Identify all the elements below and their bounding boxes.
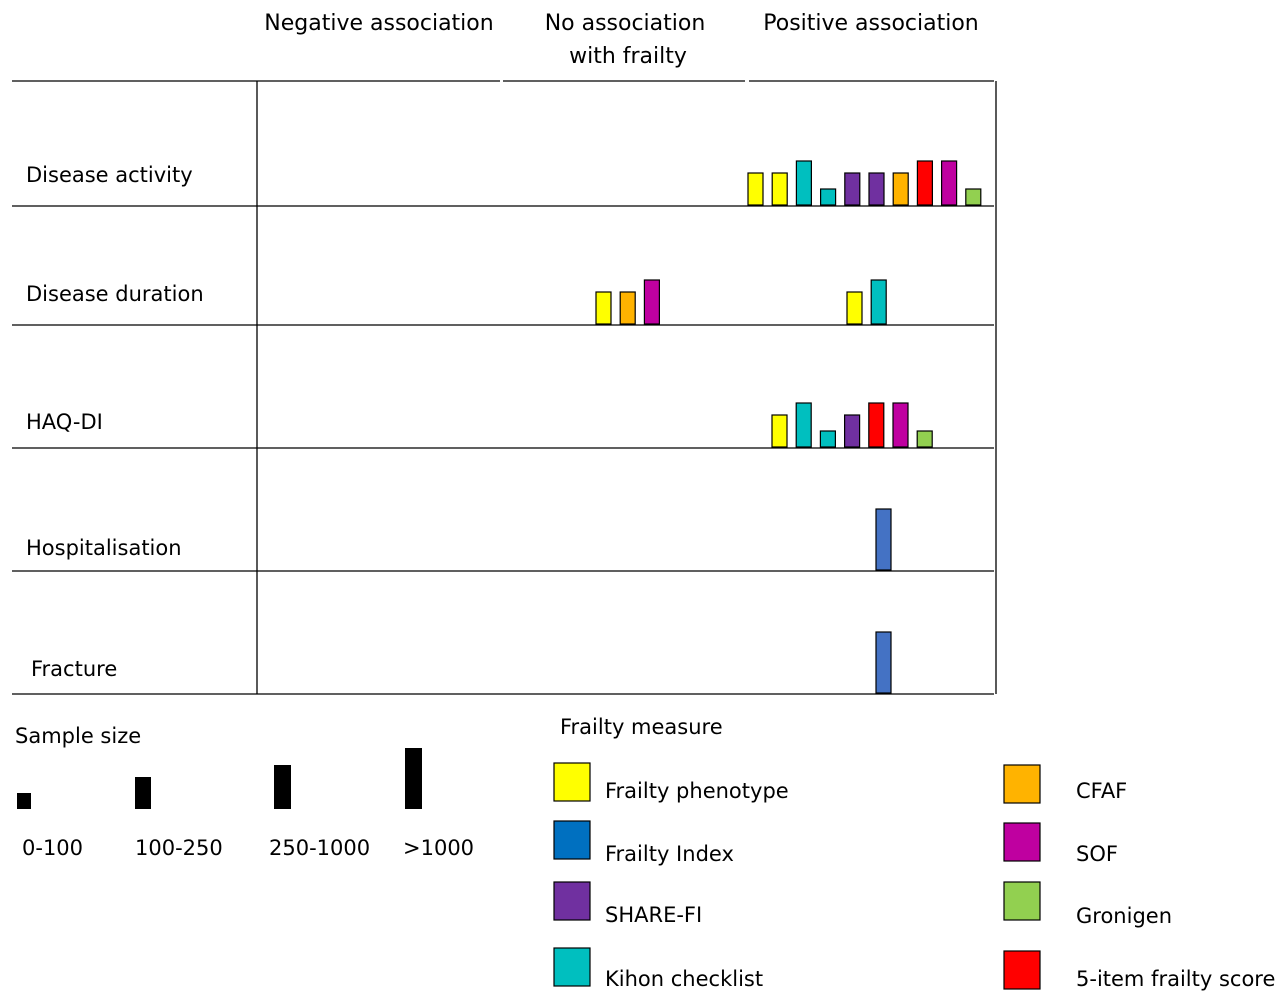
sample-size-label: 250-1000 <box>269 836 370 860</box>
bar-frailty-phenotype <box>771 414 788 448</box>
sample-size-legend <box>17 748 422 809</box>
sample-size-mark <box>405 748 422 809</box>
bar-share-fi <box>844 172 861 206</box>
row-label-haq-di: HAQ-DI <box>26 410 103 434</box>
legend-swatch-frailty-index <box>553 820 591 860</box>
bar-five-item <box>868 402 885 448</box>
header-none-line1: No association <box>545 11 706 36</box>
bar-kihon <box>819 188 837 206</box>
bar-sof <box>643 279 661 325</box>
sample-size-title: Sample size <box>15 724 141 748</box>
bar-cfaf <box>892 172 909 206</box>
legend-swatch-sof <box>1003 822 1041 862</box>
bar-share-fi <box>868 172 885 206</box>
bar-five-item <box>916 160 934 206</box>
bar-frailty-phenotype <box>771 172 788 206</box>
bar-cfaf <box>619 291 636 325</box>
sample-size-mark <box>135 777 151 809</box>
legend-swatch-cfaf <box>1003 764 1041 804</box>
bar-gronigen <box>965 188 982 206</box>
bar-frailty-index <box>875 631 892 694</box>
bar-share-fi <box>843 414 861 448</box>
legend-label-frailty-index: Frailty Index <box>605 842 734 866</box>
sample-size-mark <box>274 765 291 809</box>
bar-sof <box>892 402 909 448</box>
sample-size-label: >1000 <box>403 836 474 860</box>
bar-kihon <box>795 160 813 206</box>
frailty-measure-legend <box>553 762 1041 990</box>
header-negative: Negative association <box>264 11 493 36</box>
legend-label-5-item-frailty-score: 5-item frailty score <box>1076 967 1275 991</box>
legend-swatch-five-item <box>1003 950 1041 990</box>
legend-label-frailty-phenotype: Frailty phenotype <box>605 779 789 803</box>
legend-swatch-kihon <box>553 947 591 987</box>
row-label-disease-duration: Disease duration <box>26 282 204 306</box>
legend-label-cfaf: CFAF <box>1076 779 1127 803</box>
legend-label-share-fi: SHARE-FI <box>605 903 702 927</box>
bar-kihon <box>795 402 812 448</box>
row-label-fracture: Fracture <box>31 657 117 681</box>
row-label-disease-activity: Disease activity <box>26 163 193 187</box>
bar-frailty-phenotype <box>595 291 612 325</box>
bar-gronigen <box>916 430 933 448</box>
bar-kihon <box>819 430 837 448</box>
legend-swatch-frailty-phenotype <box>553 762 591 802</box>
bars <box>595 160 982 694</box>
sample-size-label: 0-100 <box>22 836 83 860</box>
bar-kihon <box>870 279 887 325</box>
sample-size-label: 100-250 <box>135 836 223 860</box>
bar-sof <box>940 160 958 206</box>
legend-swatch-share-fi <box>553 881 591 921</box>
header-none-line2: with frailty <box>569 44 687 69</box>
legend-swatch-gronigen <box>1003 881 1041 921</box>
sample-size-mark <box>17 793 31 809</box>
legend-label-sof: SOF <box>1076 842 1118 866</box>
bar-frailty-phenotype <box>846 291 863 325</box>
frailty-measure-title: Frailty measure <box>560 715 723 739</box>
legend-label-kihon-checklist: Kihon checklist <box>605 967 763 991</box>
grid <box>12 80 997 695</box>
bar-frailty-phenotype <box>747 172 764 206</box>
row-label-hospitalisation: Hospitalisation <box>26 536 182 560</box>
legend-label-gronigen: Gronigen <box>1076 904 1172 928</box>
header-positive: Positive association <box>763 11 979 36</box>
bar-frailty-index <box>875 508 892 571</box>
